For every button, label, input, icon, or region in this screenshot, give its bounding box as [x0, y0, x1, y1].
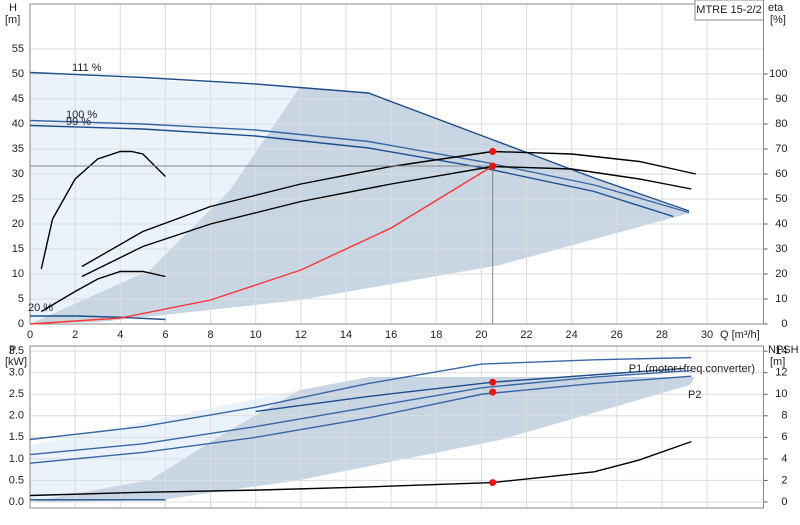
y-tick-label: 30: [12, 168, 24, 180]
duty-point: [489, 479, 497, 487]
y-axis-unit: [m]: [5, 14, 20, 26]
x-tick-label: 6: [162, 329, 168, 341]
range-area-dark: [30, 377, 695, 502]
y-tick-label: 0: [18, 318, 24, 330]
y-tick-label: 50: [12, 68, 24, 80]
y2-tick-label: 12: [775, 367, 787, 379]
x-tick-label: 30: [701, 329, 713, 341]
curve-label: P2: [688, 389, 701, 401]
y-tick-label: 2.5: [9, 388, 24, 400]
x-tick-label: 12: [295, 329, 307, 341]
x-tick-label: 26: [611, 329, 623, 341]
curve: [29, 165, 494, 325]
curve: [40, 270, 166, 313]
duty-point: [489, 388, 497, 396]
y-tick-label: 0.0: [9, 496, 24, 508]
x-tick-label: 8: [207, 329, 213, 341]
y-axis-unit: [kW]: [5, 356, 27, 368]
duty-point: [489, 378, 497, 386]
y-tick-label: 20: [12, 218, 24, 230]
y2-tick-label: 40: [775, 218, 787, 230]
title-box: [694, 0, 764, 21]
y2-tick-label: 10: [775, 388, 787, 400]
plot-frame: [29, 345, 764, 509]
curve: [29, 119, 690, 214]
curve-label: 20 %: [28, 302, 53, 314]
x-tick-label: 28: [656, 329, 668, 341]
y2-tick-label: 2: [781, 474, 787, 486]
y2-tick-label: 14: [775, 345, 787, 357]
y-axis-label: P: [9, 344, 16, 356]
x-tick-label: 16: [385, 329, 397, 341]
x-tick-label: 4: [117, 329, 123, 341]
curve-label: 99 %: [66, 116, 91, 128]
curve: [29, 440, 692, 497]
y-axis-label: H: [9, 2, 17, 14]
y2-tick-label: 50: [775, 193, 787, 205]
y2-tick-label: 80: [775, 118, 787, 130]
y2-tick-label: 10: [775, 293, 787, 305]
y2-tick-label: 60: [775, 168, 787, 180]
duty-point: [489, 148, 497, 155]
x-tick-label: 2: [72, 329, 78, 341]
y2-tick-label: 100: [769, 68, 787, 80]
y2-axis-label: NPSH: [768, 344, 799, 356]
curve-label: 100 %: [66, 109, 97, 121]
y2-tick-label: 20: [775, 268, 787, 280]
x-tick-label: 20: [475, 329, 487, 341]
chart-title: MTRE 15-2/2: [696, 4, 761, 16]
y-tick-label: 3.0: [9, 367, 24, 379]
y2-tick-label: 0: [781, 496, 787, 508]
curve-label: P1 (motor+freq.converter): [629, 363, 755, 375]
plot-layer: 0 2 4 6 8 10 12 14 16 18 20 22 24 26 28 300510152025303…: [5, 0, 799, 509]
y2-tick-label: 6: [781, 431, 787, 443]
x-axis-label: Q [m³/h]: [720, 329, 760, 341]
y-tick-label: 3.5: [9, 345, 24, 357]
x-tick-label: 0: [27, 329, 33, 341]
x-tick-label: 18: [430, 329, 442, 341]
x-tick-label: 22: [520, 329, 532, 341]
y2-tick-label: 0: [781, 318, 787, 330]
y2-axis-unit: [m]: [770, 356, 785, 368]
y-tick-label: 1.5: [9, 431, 24, 443]
range-area-dark: [30, 87, 690, 324]
y-tick-label: 5: [18, 293, 24, 305]
y-tick-label: 2.0: [9, 410, 24, 422]
y2-tick-label: 70: [775, 143, 787, 155]
x-tick-label: 14: [340, 329, 352, 341]
y-tick-label: 55: [12, 43, 24, 55]
y-tick-label: 35: [12, 143, 24, 155]
y2-tick-label: 8: [781, 410, 787, 422]
y2-axis-label: eta: [768, 2, 784, 14]
y2-axis-unit: [%]: [770, 14, 786, 26]
curve: [29, 124, 674, 218]
duty-point: [489, 162, 497, 170]
curve: [29, 369, 692, 456]
curve: [29, 356, 692, 441]
y-tick-label: 45: [12, 93, 24, 105]
curve: [30, 315, 166, 321]
y-tick-label: 15: [12, 243, 24, 255]
curve: [29, 71, 690, 212]
y-tick-label: 25: [12, 193, 24, 205]
curve: [29, 375, 692, 464]
y-tick-label: 40: [12, 118, 24, 130]
curve-label: 111 %: [72, 62, 102, 74]
y2-tick-label: 4: [781, 453, 787, 465]
y-tick-label: 10: [12, 268, 24, 280]
curve: [81, 165, 692, 278]
plot-frame: [29, 3, 764, 325]
y2-tick-label: 90: [775, 93, 787, 105]
x-tick-label: 24: [566, 329, 578, 341]
y2-tick-label: 30: [775, 243, 787, 255]
y-tick-label: 1.0: [9, 453, 24, 465]
y-tick-label: 0.5: [9, 474, 24, 486]
curve: [40, 150, 166, 270]
x-tick-label: 10: [250, 329, 262, 341]
